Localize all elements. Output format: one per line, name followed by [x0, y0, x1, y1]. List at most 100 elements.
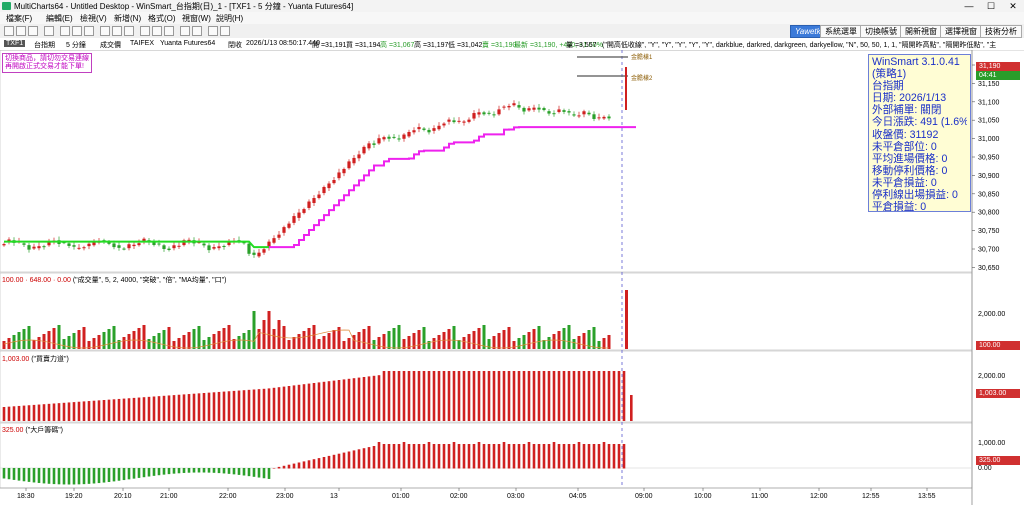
indicator-icon[interactable] — [180, 26, 190, 36]
volume-bar — [112, 326, 116, 349]
big-trader-bar — [367, 447, 371, 469]
power-bar — [7, 406, 11, 421]
power-bar — [317, 382, 321, 421]
line-tool-icon[interactable] — [100, 26, 110, 36]
big-trader-bar — [402, 442, 406, 469]
price-tick-label: 31,000 — [978, 136, 1000, 143]
bar-chart-icon[interactable] — [140, 26, 150, 36]
power-bar — [222, 391, 226, 421]
candle-body — [382, 137, 386, 140]
volume-bar — [542, 340, 546, 349]
signal-label-1: 金膽樣1 — [631, 55, 653, 61]
big-trader-bar — [332, 454, 336, 469]
power-bar — [102, 400, 106, 421]
tab-system-menu[interactable]: 系統選單 — [820, 25, 862, 38]
power-tick-label: 2,000.00 — [978, 373, 1005, 380]
big-trader-bar — [337, 453, 341, 469]
menu-file[interactable]: 檔案(F) — [6, 14, 33, 23]
big-trader-bar — [442, 444, 446, 469]
volume-bar — [202, 340, 206, 349]
power-bar — [437, 371, 441, 421]
big-trader-bar — [602, 442, 606, 469]
big-trader-bar — [467, 444, 471, 469]
strategy-icon[interactable] — [192, 26, 202, 36]
chart-canvas[interactable]: 31,20031,15031,10031,05031,00030,95030,9… — [0, 50, 1024, 505]
candle-body — [422, 128, 426, 130]
big-trader-bar — [212, 468, 216, 473]
power-bar — [457, 371, 461, 421]
candle-body — [67, 243, 71, 246]
candle-body — [577, 115, 581, 117]
candle-body — [407, 131, 411, 137]
candle-body — [292, 216, 296, 223]
tab-select-window[interactable]: 選擇視窗 — [940, 25, 982, 38]
big-trader-bar — [47, 468, 51, 484]
volume-bar — [482, 325, 486, 349]
menu-edit[interactable]: 編輯(E) — [46, 14, 73, 23]
candle-body — [377, 138, 381, 144]
window-title: MultiCharts64 - Untitled Desktop - WinSm… — [14, 2, 354, 11]
tab-switch-account[interactable]: 切換帳號 — [860, 25, 902, 38]
big-trader-bar — [27, 468, 31, 482]
volume-bar — [257, 329, 261, 349]
menu-help[interactable]: 說明(H) — [216, 14, 244, 23]
power-bar — [217, 391, 221, 421]
power-bar — [122, 398, 126, 421]
big-trader-bar — [242, 468, 246, 476]
menu-window[interactable]: 視窗(W) — [182, 14, 211, 23]
save-icon[interactable] — [28, 26, 38, 36]
time-tick-label: 19:20 — [65, 493, 83, 500]
big-trader-bar — [352, 450, 356, 469]
candle-body — [552, 113, 556, 115]
symbol-badge[interactable]: TXF1 — [4, 40, 26, 47]
big-trader-bar — [152, 468, 156, 476]
minimize-button[interactable]: — — [964, 1, 974, 11]
volume-bar — [57, 325, 61, 349]
power-bar — [77, 401, 81, 421]
cursor-icon[interactable] — [60, 26, 70, 36]
candle-body — [62, 242, 66, 244]
crosshair-icon[interactable] — [72, 26, 82, 36]
big-trader-bar — [147, 468, 151, 477]
open-icon[interactable] — [16, 26, 26, 36]
interval-label[interactable]: 5 分鐘 — [66, 42, 86, 49]
maximize-button[interactable]: ☐ — [986, 1, 996, 11]
settings-icon[interactable] — [220, 26, 230, 36]
big-trader-bar — [587, 444, 591, 469]
zoom-icon[interactable] — [84, 26, 94, 36]
volume-bar — [307, 328, 311, 349]
tab-technical-analysis[interactable]: 技術分析 — [980, 25, 1022, 38]
power-bar — [187, 394, 191, 421]
power-bar — [487, 371, 491, 421]
print-icon[interactable] — [44, 26, 54, 36]
menu-insert[interactable]: 新增(N) — [114, 14, 142, 23]
line-chart-icon[interactable] — [164, 26, 174, 36]
volume-bar — [422, 327, 426, 349]
refresh-icon[interactable] — [208, 26, 218, 36]
power-bar — [372, 375, 376, 421]
menu-format[interactable]: 格式(O) — [148, 14, 176, 23]
time-tick-label: 01:00 — [392, 493, 410, 500]
volume-bar — [607, 335, 611, 349]
candle-chart-icon[interactable] — [152, 26, 162, 36]
text-tool-icon[interactable] — [124, 26, 134, 36]
trend-tool-icon[interactable] — [112, 26, 122, 36]
candle-body — [332, 180, 336, 184]
new-icon[interactable] — [4, 26, 14, 36]
power-bar — [42, 404, 46, 421]
price-tick-label: 30,900 — [978, 173, 1000, 180]
big-trader-bar — [127, 468, 131, 480]
trailing-stop-line-low — [4, 240, 269, 249]
big-trader-study: ("大戶籌碼") — [25, 427, 64, 434]
time-tick-label: 04:05 — [569, 493, 587, 500]
volume-tick-label: 2,000.00 — [978, 311, 1005, 318]
tab-new-window[interactable]: 開新視窗 — [900, 25, 942, 38]
close-button[interactable]: ✕ — [1009, 1, 1017, 11]
candle-body — [467, 119, 471, 122]
menu-view[interactable]: 檢視(V) — [80, 14, 107, 23]
candle-body — [317, 194, 321, 199]
big-trader-bar — [317, 458, 321, 469]
candle-body — [487, 112, 491, 114]
big-trader-bar — [582, 444, 586, 469]
volume-bar — [432, 338, 436, 349]
